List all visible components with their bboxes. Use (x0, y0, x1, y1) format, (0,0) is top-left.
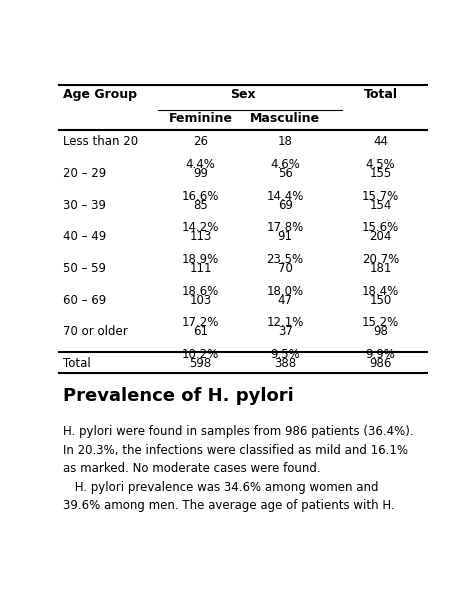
Text: Sex: Sex (230, 88, 256, 101)
Text: 15.6%: 15.6% (362, 221, 399, 234)
Text: 98: 98 (373, 325, 388, 338)
Text: 4.4%: 4.4% (186, 158, 216, 171)
Text: 70 or older: 70 or older (63, 325, 128, 338)
Text: 9.9%: 9.9% (366, 348, 396, 361)
Text: 15.2%: 15.2% (362, 316, 399, 329)
Text: 181: 181 (370, 262, 392, 275)
Text: 26: 26 (193, 135, 208, 148)
Text: 18.9%: 18.9% (182, 253, 219, 266)
Text: 9.5%: 9.5% (270, 348, 300, 361)
Text: 17.2%: 17.2% (182, 316, 219, 329)
Text: 15.7%: 15.7% (362, 189, 399, 203)
Text: 10.2%: 10.2% (182, 348, 219, 361)
Text: 37: 37 (278, 325, 292, 338)
Text: 4.5%: 4.5% (366, 158, 396, 171)
Text: Prevalence of H. pylori: Prevalence of H. pylori (63, 387, 294, 405)
Text: Feminine: Feminine (169, 112, 233, 125)
Text: 47: 47 (278, 294, 292, 306)
Text: 103: 103 (190, 294, 212, 306)
Text: 14.4%: 14.4% (266, 189, 304, 203)
Text: 18: 18 (278, 135, 292, 148)
Text: 70: 70 (278, 262, 292, 275)
Text: 20.7%: 20.7% (362, 253, 399, 266)
Text: 99: 99 (193, 167, 208, 180)
Text: 113: 113 (190, 230, 212, 243)
Text: 50 – 59: 50 – 59 (63, 262, 106, 275)
Text: 111: 111 (190, 262, 212, 275)
Text: 14.2%: 14.2% (182, 221, 219, 234)
Text: Total: Total (364, 88, 398, 101)
Text: 12.1%: 12.1% (266, 316, 304, 329)
Text: 44: 44 (373, 135, 388, 148)
Text: 4.6%: 4.6% (270, 158, 300, 171)
Text: Age Group: Age Group (63, 88, 137, 101)
Text: 61: 61 (193, 325, 208, 338)
Text: 18.0%: 18.0% (266, 284, 304, 297)
Text: 85: 85 (193, 199, 208, 211)
Text: Total: Total (63, 357, 91, 370)
Text: 91: 91 (278, 230, 292, 243)
Text: 18.6%: 18.6% (182, 284, 219, 297)
Text: 40 – 49: 40 – 49 (63, 230, 106, 243)
Text: 154: 154 (370, 199, 392, 211)
Text: 69: 69 (278, 199, 292, 211)
Text: 204: 204 (370, 230, 392, 243)
Text: H. pylori were found in samples from 986 patients (36.4%).
In 20.3%, the infecti: H. pylori were found in samples from 986… (63, 425, 413, 512)
Text: 18.4%: 18.4% (362, 284, 399, 297)
Text: 56: 56 (278, 167, 292, 180)
Text: 155: 155 (370, 167, 392, 180)
Text: Masculine: Masculine (250, 112, 320, 125)
Text: 20 – 29: 20 – 29 (63, 167, 106, 180)
Text: 17.8%: 17.8% (266, 221, 304, 234)
Text: 16.6%: 16.6% (182, 189, 219, 203)
Text: 986: 986 (370, 357, 392, 370)
Text: 60 – 69: 60 – 69 (63, 294, 106, 306)
Text: 388: 388 (274, 357, 296, 370)
Text: 598: 598 (190, 357, 212, 370)
Text: 30 – 39: 30 – 39 (63, 199, 106, 211)
Text: Less than 20: Less than 20 (63, 135, 138, 148)
Text: 23.5%: 23.5% (266, 253, 304, 266)
Text: 150: 150 (370, 294, 392, 306)
